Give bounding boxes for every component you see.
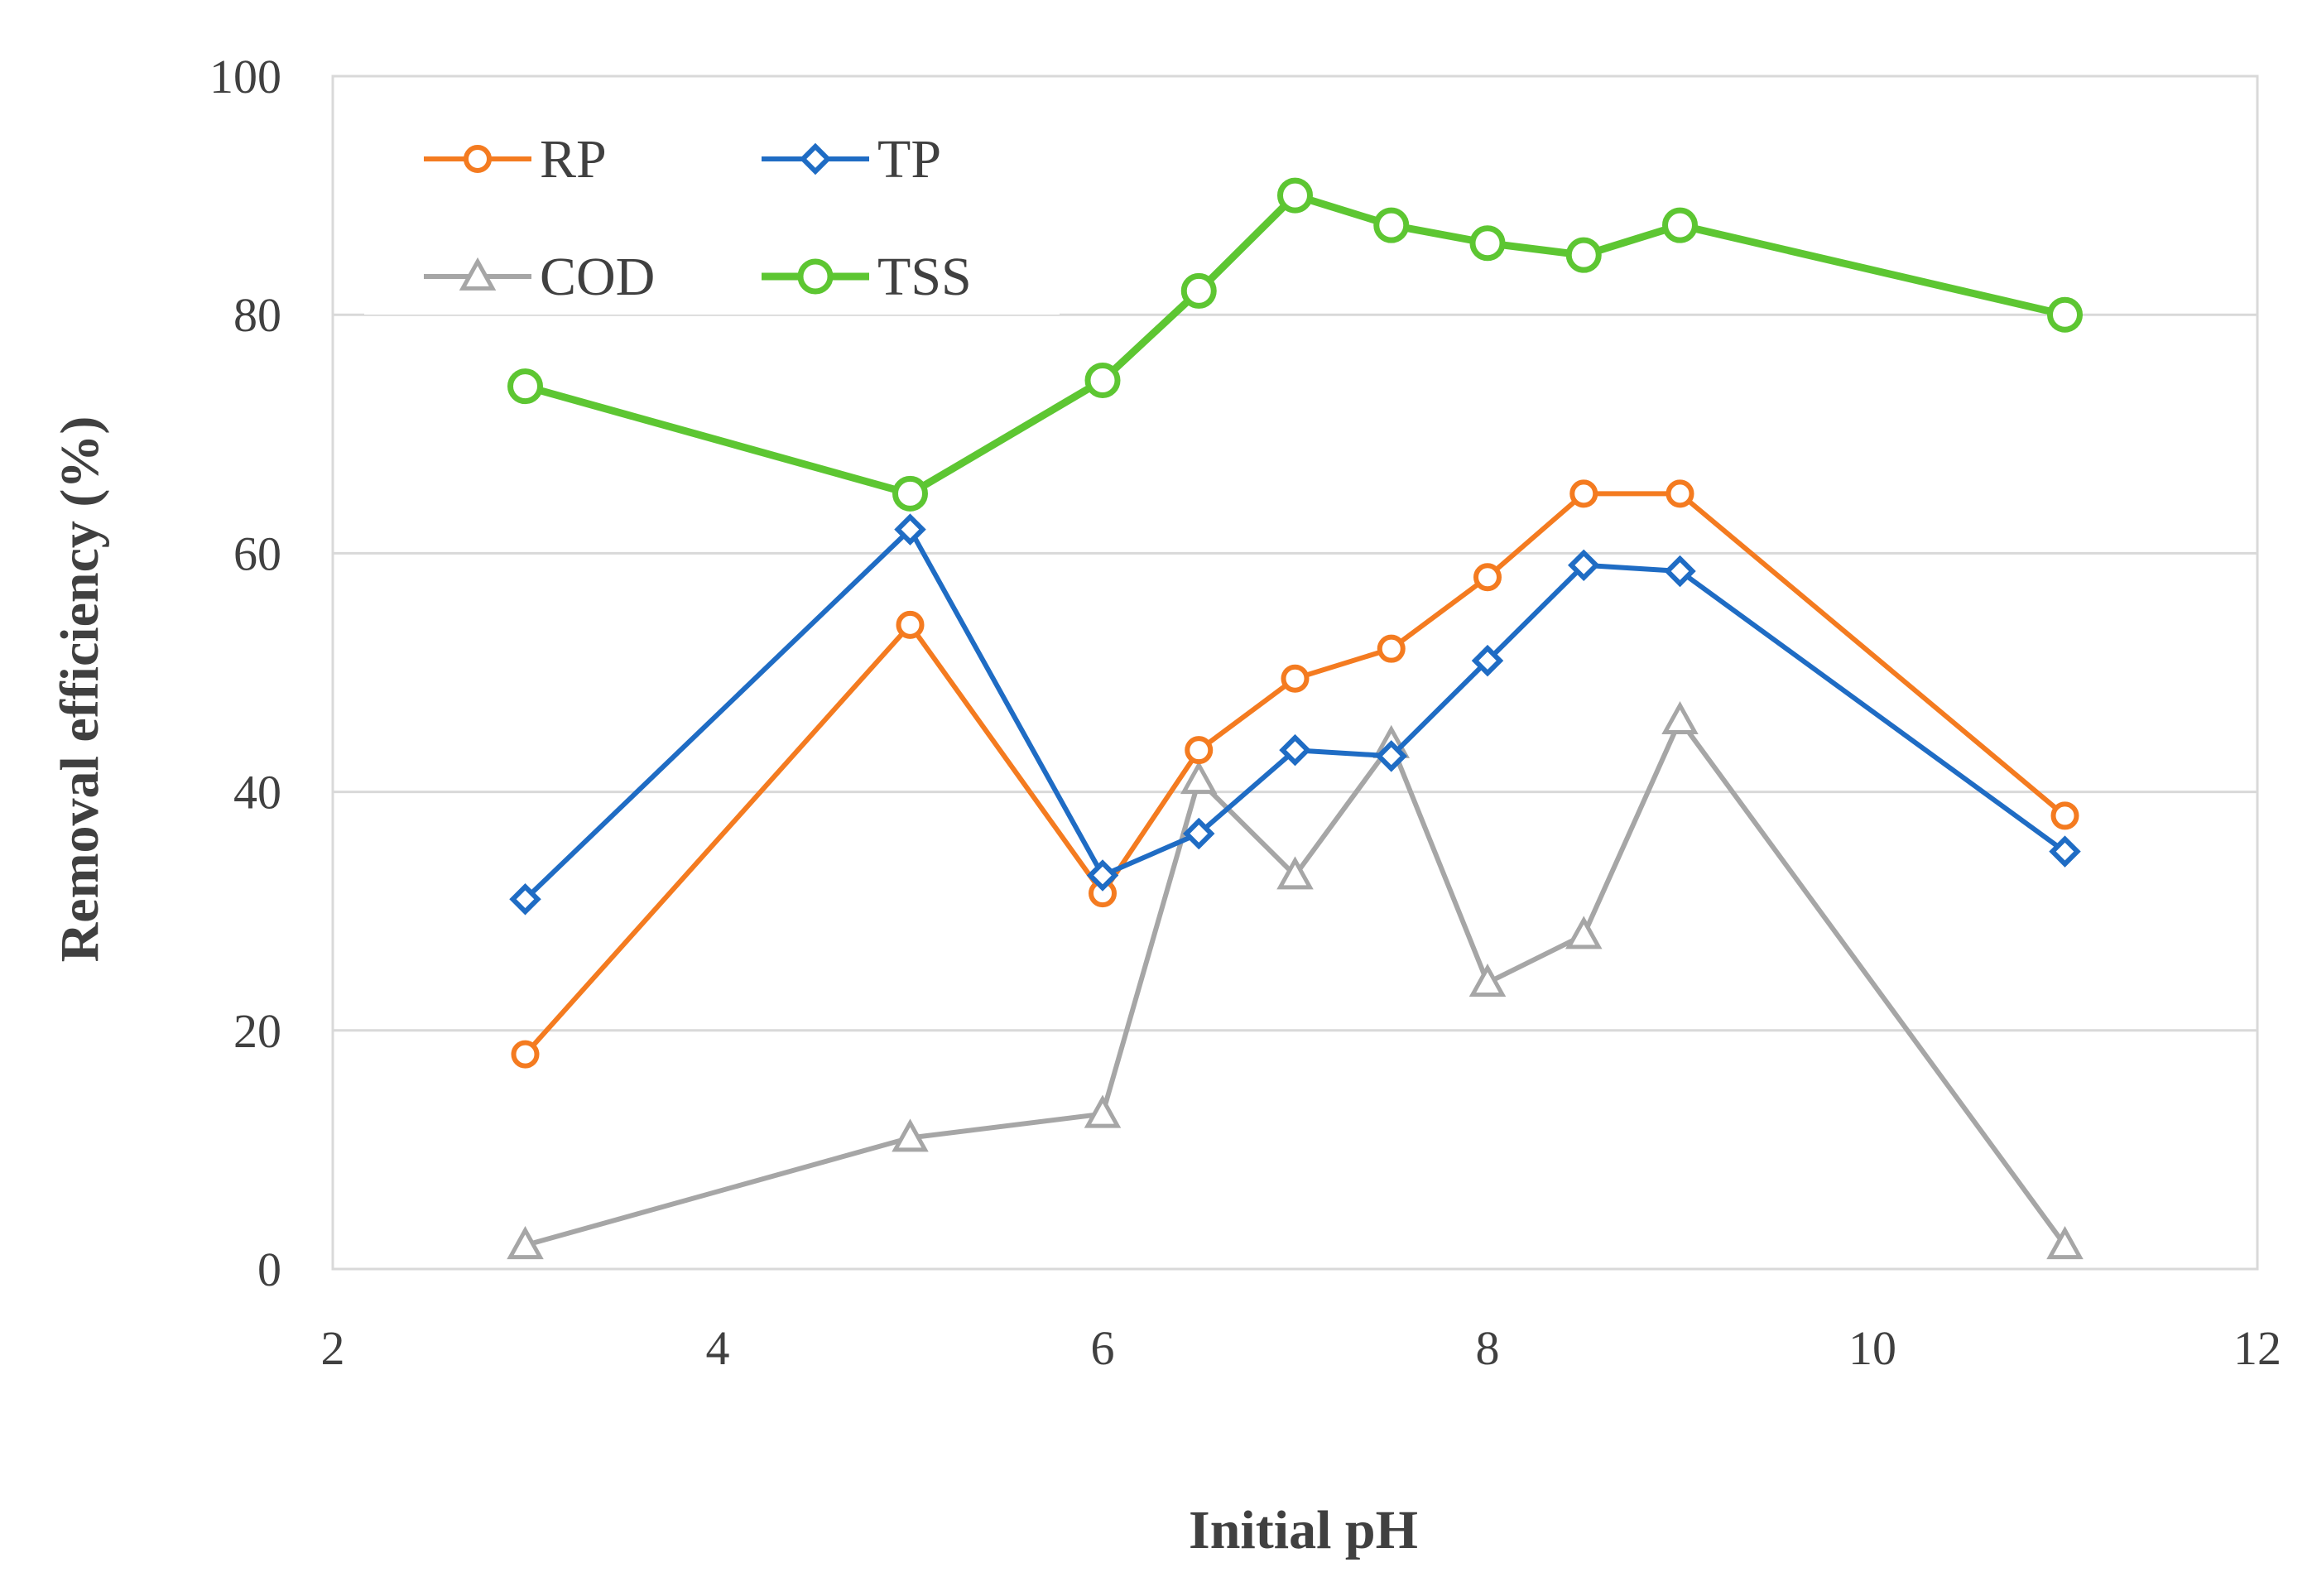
legend-marker-rp — [464, 145, 492, 173]
x-axis-ticks: 2 4 6 8 10 12 — [321, 1321, 2282, 1375]
gridlines — [333, 313, 2257, 1032]
legend-item-rp: RP — [424, 129, 607, 190]
x-tick-label-10: 10 — [1848, 1321, 1896, 1375]
data-point-tss-4 — [1277, 177, 1313, 214]
legend-item-tss: TSS — [762, 247, 972, 307]
data-point-tp-9 — [2049, 835, 2081, 868]
data-point-tp-0 — [509, 883, 541, 916]
data-point-tss-7 — [1565, 237, 1602, 273]
series-line-tp — [523, 526, 2067, 901]
x-tick-label-8: 8 — [1476, 1321, 1500, 1375]
data-point-cod-7 — [1565, 916, 1603, 949]
data-point-rp-5 — [1377, 634, 1406, 663]
data-point-cod-8 — [1661, 700, 1699, 735]
series-rp — [511, 479, 2079, 1069]
series-tss — [507, 177, 2083, 512]
data-point-tss-1 — [892, 475, 928, 512]
data-point-cod-6 — [1468, 964, 1507, 997]
y-axis-title: Removal efficiency (%) — [50, 416, 110, 963]
data-point-rp-8 — [1666, 479, 1694, 508]
legend-marker-cod — [459, 257, 497, 291]
series-line-tss — [524, 191, 2066, 498]
data-point-tss-3 — [1180, 272, 1217, 309]
data-point-cod-2 — [1084, 1094, 1122, 1128]
data-point-tss-2 — [1084, 362, 1121, 398]
legend-item-cod: COD — [424, 247, 655, 307]
data-point-tp-6 — [1471, 644, 1504, 677]
data-point-rp-9 — [2050, 801, 2079, 830]
data-point-rp-1 — [896, 610, 925, 639]
data-point-cod-9 — [2046, 1226, 2084, 1260]
data-point-tp-1 — [894, 513, 926, 546]
y-tick-label-80: 80 — [233, 288, 281, 342]
series-cod — [507, 700, 2084, 1260]
data-point-tss-0 — [507, 368, 543, 405]
data-point-rp-7 — [1569, 479, 1598, 508]
series-tp — [509, 513, 2081, 916]
data-point-tss-9 — [2047, 296, 2083, 333]
data-point-cod-3 — [1180, 761, 1218, 795]
y-tick-label-60: 60 — [233, 526, 281, 580]
legend-item-tp: TP — [762, 129, 941, 190]
legend-label-cod: COD — [540, 247, 655, 307]
data-point-tp-7 — [1568, 549, 1600, 582]
y-tick-label-40: 40 — [233, 766, 281, 820]
data-point-rp-3 — [1185, 736, 1214, 765]
legend-marker-tp — [799, 142, 832, 175]
data-point-tp-5 — [1375, 740, 1407, 772]
legend-label-tp: TP — [877, 129, 941, 190]
x-tick-label-6: 6 — [1091, 1321, 1115, 1375]
data-point-cod-0 — [507, 1226, 544, 1260]
data-point-tss-5 — [1373, 207, 1410, 243]
plot-area-frame — [331, 75, 2259, 1271]
y-axis-ticks: 0 20 40 60 80 100 — [209, 50, 281, 1296]
x-tick-label-4: 4 — [706, 1321, 730, 1375]
data-point-tss-6 — [1469, 225, 1506, 262]
legend-marker-tss — [797, 258, 834, 295]
data-point-rp-6 — [1473, 563, 1502, 592]
y-tick-label-20: 20 — [233, 1004, 281, 1058]
series-line-cod — [524, 718, 2067, 1248]
y-tick-label-100: 100 — [209, 50, 281, 103]
legend-label-rp: RP — [540, 129, 607, 190]
data-point-tp-2 — [1086, 859, 1119, 892]
data-point-tss-8 — [1662, 207, 1698, 243]
legend: RP TP COD TSS — [364, 108, 1060, 315]
data-point-cod-1 — [892, 1118, 929, 1152]
x-tick-label-2: 2 — [321, 1321, 345, 1375]
data-point-rp-4 — [1281, 664, 1310, 693]
data-point-cod-4 — [1276, 856, 1314, 890]
data-point-rp-0 — [511, 1040, 540, 1069]
data-point-tp-4 — [1279, 733, 1311, 767]
x-axis-title: Initial pH — [1189, 1500, 1418, 1560]
data-point-tp-8 — [1664, 555, 1696, 588]
data-point-tp-3 — [1183, 817, 1215, 850]
y-tick-label-0: 0 — [257, 1243, 281, 1296]
legend-label-tss: TSS — [877, 247, 972, 307]
data-series — [507, 177, 2084, 1260]
series-line-rp — [523, 491, 2067, 1056]
x-tick-label-12: 12 — [2233, 1321, 2281, 1375]
